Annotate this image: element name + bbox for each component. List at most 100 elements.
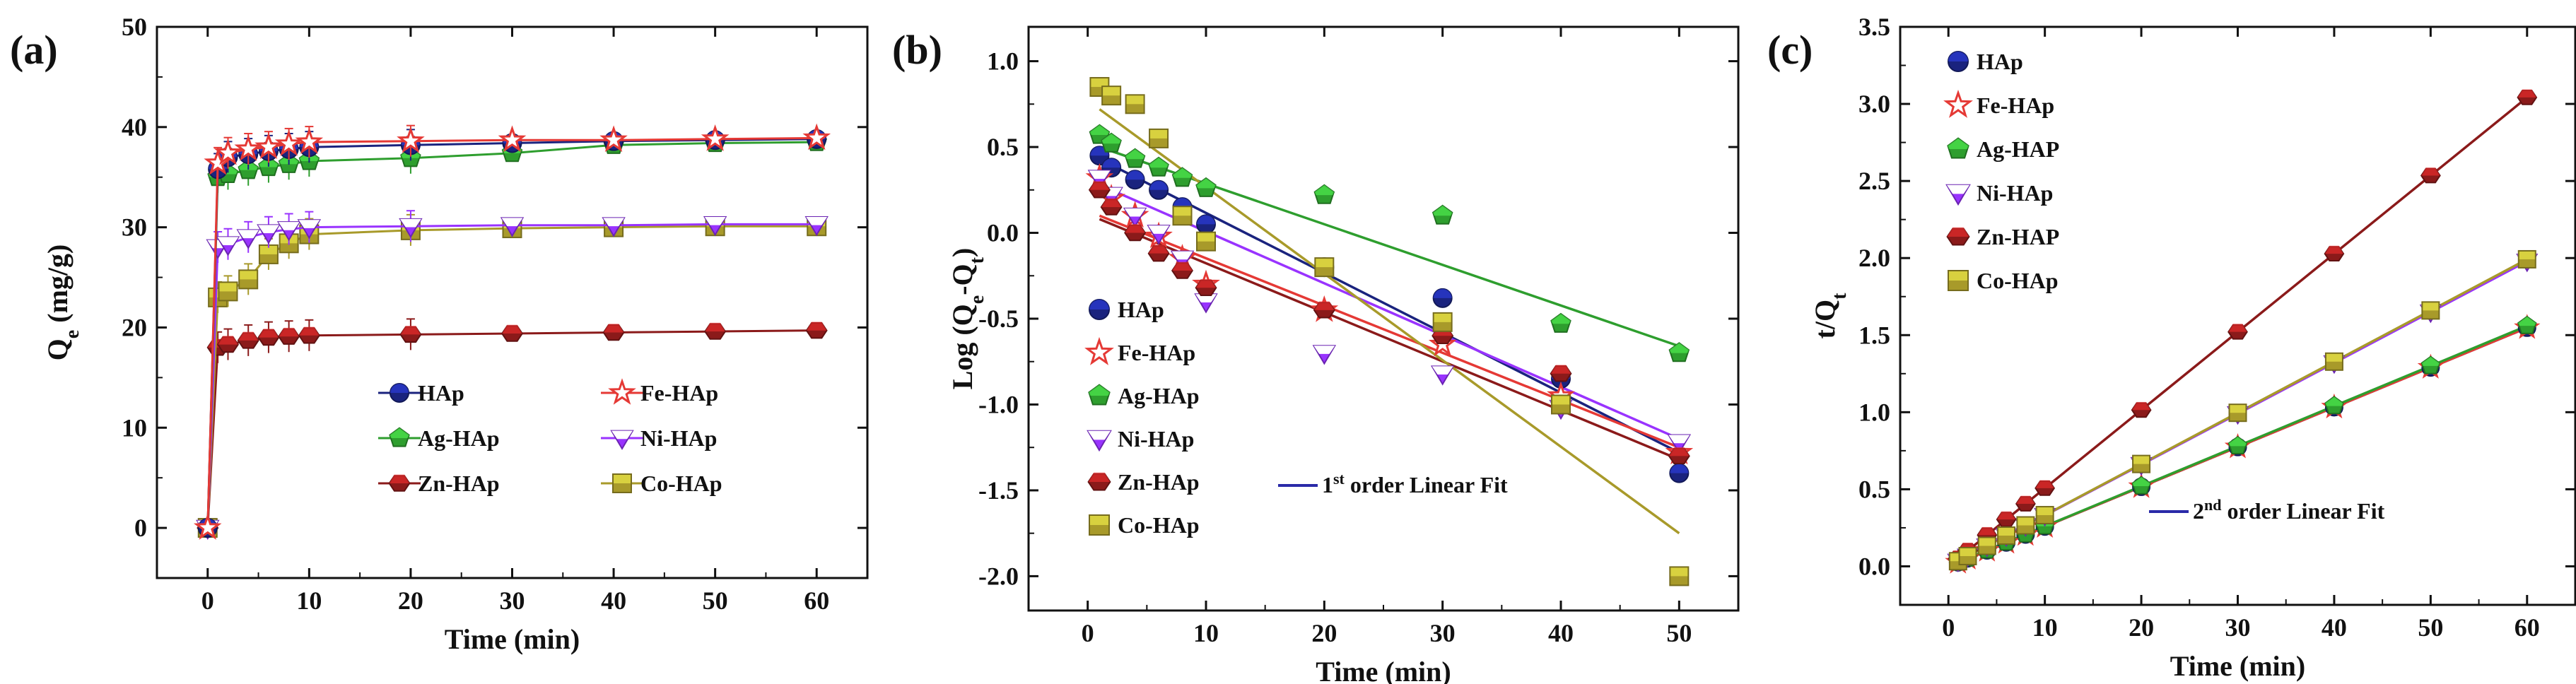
data-point-Ni-HAp (297, 219, 322, 240)
y-axis-title-part: Q (42, 338, 74, 360)
y-axis-title-sub: e (966, 295, 988, 304)
data-point-Ag-HAP (2324, 396, 2344, 415)
data-point-Co-HAp-shine (1434, 313, 1451, 322)
data-point-Zn-HAp-shine (1125, 224, 1145, 233)
data-point-Co-HAp (2517, 249, 2536, 269)
data-point-Fe-HAp (701, 124, 730, 151)
legend-marker-shine (1947, 227, 1969, 237)
data-point-Co-HAp-shine (1103, 87, 1120, 96)
legend-label: Co-HAp (1977, 268, 2059, 293)
y-tick-label: 20 (122, 313, 147, 341)
x-tick-label: 20 (1311, 619, 1337, 647)
data-point-Fe-HAp-shape (599, 125, 628, 153)
data-point-Ni-HAp (216, 236, 240, 256)
y-tick-label: 30 (122, 213, 147, 242)
x-tick-label: 0 (1082, 619, 1094, 647)
data-point-Fe-HAp (397, 126, 425, 153)
y-tick-label: -1.5 (978, 476, 1019, 505)
data-point-Co-HAp-shine (240, 271, 257, 280)
data-point-Ni-HAp (1430, 365, 1455, 386)
data-point-Ag-HAp (1171, 167, 1193, 187)
legend-marker-shape (1084, 336, 1114, 365)
legend-marker-shine (390, 428, 409, 438)
x-axis-title: Time (min) (1316, 656, 1451, 684)
data-point-Co-HAp-shine (1552, 396, 1569, 405)
fit-line-Zn-HAp (1099, 218, 1680, 461)
data-point-Ni-HAp (1087, 170, 1112, 190)
data-point-Ag-HAP (2420, 355, 2441, 375)
data-point-Ni-HAp (500, 217, 525, 237)
data-point-Zn-HAp (1147, 244, 1170, 262)
y-axis-title-sub: t (1829, 293, 1851, 300)
data-point-Co-HAp-shine (219, 283, 237, 292)
data-point-Co-HAp (1125, 94, 1145, 114)
data-point-Fe-HAp (254, 132, 283, 159)
fit-line-Co-HAp (1099, 108, 1680, 535)
data-point-Ag-HAP-shine (2518, 316, 2536, 326)
data-point-Fe-HAp (234, 134, 263, 161)
series-line-Co-HAp (206, 225, 817, 529)
y-axis-title: Qe (mg/g) (42, 244, 83, 361)
series-line-Ni-HAp (206, 223, 817, 529)
data-point-Ni-HAp (1667, 434, 1692, 454)
data-point-Ni-HAp (257, 224, 281, 244)
legend-marker-shine (614, 475, 631, 483)
fit-label-main: 2 (2193, 498, 2204, 524)
data-point-Ni-HAp-shine (1432, 366, 1453, 375)
data-point-Ni-HAp-shine (278, 222, 300, 230)
data-point-Co-HAp (1551, 394, 1571, 415)
data-point-Ni-HAp (1312, 345, 1337, 365)
data-point-Ni-HAp-shine (603, 218, 625, 227)
data-point-Co-HAp (1172, 206, 1193, 226)
x-tick-label: 10 (2032, 613, 2058, 642)
fit-legend-label: 2nd order Linear Fit (2193, 496, 2385, 524)
panel-label: (c) (1767, 27, 1813, 73)
data-point-Ag-HAp-shine (1196, 178, 1216, 189)
x-tick-label: 30 (2225, 613, 2251, 642)
data-point-Zn-HAp (1195, 278, 1217, 296)
data-point-Co-HAp (1997, 526, 2016, 546)
data-point-Co-HAp (2228, 403, 2247, 423)
y-tick-label: 10 (122, 413, 147, 442)
data-point-Co-HAp (1149, 128, 1169, 148)
x-tick-label: 60 (2514, 613, 2540, 642)
data-point-Ni-HAp (602, 217, 626, 237)
data-point-Co-HAp (2016, 516, 2035, 535)
data-point-Zn-HAp-shine (1195, 278, 1217, 288)
data-point-Ag-HAP (2227, 435, 2248, 454)
x-tick-label: 20 (398, 586, 423, 615)
data-point-Zn-HAP-shine (1977, 526, 1996, 536)
data-point-Ag-HAp-shine (1669, 343, 1689, 353)
data-point-Ag-HAp (1195, 177, 1217, 197)
data-point-Ag-HAp (1124, 148, 1146, 168)
data-point-Fe-HAp (802, 123, 831, 151)
data-point-Co-HAp-shine (2037, 507, 2053, 516)
y-tick-label: -1.0 (978, 390, 1019, 418)
y-tick-label: 3.0 (1858, 90, 1890, 118)
x-tick-label: 30 (1430, 619, 1456, 647)
legend-marker (1087, 472, 1111, 491)
legend-marker (389, 427, 410, 447)
x-tick-label: 0 (1942, 613, 1955, 642)
y-tick-label: 1.5 (1858, 321, 1890, 349)
fit-label-sup: nd (2204, 496, 2221, 514)
data-point-Ni-HAp-shine (501, 218, 523, 227)
data-point-HAp-shine (1173, 198, 1192, 208)
data-point-Zn-HAp-shine (218, 336, 238, 345)
panel-c: 0 10 20 30 40 50 60 0.0 0.5 1.0 1.5 2.0 2.5 3.0 3.5 Tim… (1767, 13, 2576, 682)
legend-marker-shine (1089, 300, 1109, 309)
data-point-Zn-HAp-shine (1101, 198, 1122, 208)
legend-marker (610, 430, 634, 450)
y-axis-title-sub: e (62, 330, 83, 338)
data-point-Ni-HAp-shine (806, 216, 828, 225)
data-point-Zn-HAP-shine (2324, 245, 2344, 254)
legend-marker-shine (389, 474, 410, 483)
legend-label: HAp (1977, 49, 2023, 74)
data-point-Ni-HAp-shine (1195, 294, 1217, 303)
data-point-Zn-HAp-shine (1089, 181, 1110, 190)
data-point-Zn-HAp (1668, 447, 1690, 464)
data-point-Co-HAp-shine (2519, 251, 2535, 259)
data-point-Zn-HAp-shine (705, 322, 725, 332)
legend-marker-shine (1948, 138, 1969, 149)
data-point-Zn-HAp-shine (299, 326, 320, 336)
